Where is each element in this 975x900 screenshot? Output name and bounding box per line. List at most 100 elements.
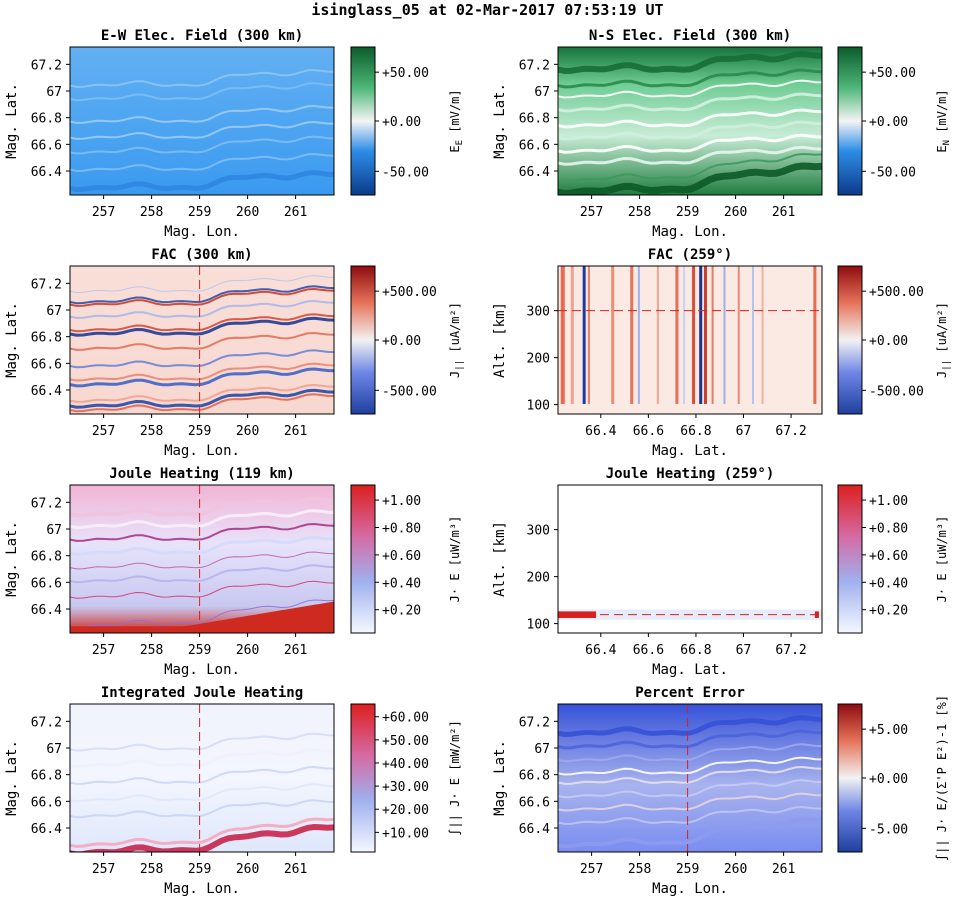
colorbar-label: EN [mV/m] [935,89,952,152]
heatmap-band [558,805,822,825]
y-axis-label: Alt. [km] [492,302,508,378]
heatmap-band [558,792,822,812]
heatmap-band [70,599,334,628]
y-tick-label: 300 [527,524,550,539]
y-tick-label: 66.6 [31,795,62,810]
heatmap-structure [70,68,334,193]
panel-3: FAC (300 km) 257 258 259 260 261 Mag. Lon. 66.4… [4,247,465,459]
heatmap-band [70,509,334,530]
heatmap-band [70,367,334,388]
colorbar-gradient [837,46,863,196]
colorbar-tick-label: -50.00 [869,165,916,180]
heatmap-field [70,704,334,852]
heatmap-stripe [683,266,686,404]
colorbar-tick-label: +5.00 [869,723,908,738]
x-tick-label: 67 [736,643,752,658]
heatmap-stripe [703,266,707,404]
colorbar-label-unit: [mV/m] [448,89,462,140]
y-tick-label: 67 [46,304,62,319]
axes-frame [69,703,335,853]
heatmap-band [558,79,822,99]
y-axis-label: Mag. Lat. [4,302,20,378]
heatmap-band [70,564,334,584]
y-tick-label: 200 [527,352,550,367]
y-tick-label: 66.4 [31,384,62,399]
x-tick-label: 261 [284,424,307,439]
heatmap-field [558,266,822,414]
heatmap-stripe [723,266,726,404]
heatmap-band [558,765,822,785]
x-tick-label: 66.4 [585,424,616,439]
figure-title: isinglass_05 at 02-Mar-2017 07:53:19 UT [311,1,664,19]
heatmap-band [70,748,334,769]
y-tick-label: 67 [534,85,550,100]
y-tick-label: 300 [527,305,550,320]
x-tick-label: 261 [772,205,795,220]
heatmap-field [558,704,822,852]
y-axis-label: Mag. Lat. [4,740,20,816]
x-tick-label: 66.8 [680,643,711,658]
heatmap-band [558,162,822,195]
heatmap-structure [560,266,817,404]
x-tick-label: 259 [676,205,699,220]
x-tick-label: 258 [140,643,163,658]
y-tick-label: 66.6 [519,795,550,810]
heatmap-band [70,732,334,752]
heatmap-stripe [582,266,586,404]
heatmap-band [558,50,822,74]
heatmap-structure [558,715,822,849]
panel-title: E-W Elec. Field (300 km) [101,28,303,44]
x-tick-label: 66.6 [633,643,664,658]
heatmap-stripe [560,266,565,404]
colorbar-tick-label: +60.00 [382,711,429,726]
y-tick-label: 66.6 [519,138,550,153]
colorbar-gradient [837,265,863,415]
colorbar-label-main: J· E [448,573,462,602]
colorbar-label-unit: [%] [935,695,949,724]
y-axis-label: Alt. [km] [492,521,508,597]
y-tick-label: 67 [46,742,62,757]
heatmap-band [70,152,334,172]
y-tick-label: 66.4 [31,822,62,837]
y-tick-label: 67.2 [31,58,62,73]
colorbar-tick-label: +50.00 [382,734,429,749]
heatmap-band [70,275,334,294]
colorbar-tick-label: +10.00 [382,826,429,841]
panel-4: FAC (259°) 66.4 66.6 66.8 67 67.2 Mag. Lat. 100… [492,247,952,459]
heatmap-band [70,68,334,88]
colorbar-tick-label: -5.00 [869,822,908,837]
y-axis-label: Mag. Lat. [492,740,508,816]
colorbar-tick-label: +0.60 [382,549,421,564]
heatmap-field [70,485,334,633]
panel-1: E-W Elec. Field (300 km) 257 258 259 260 261 M… [4,28,465,240]
x-axis-label: Mag. Lat. [652,662,728,678]
y-tick-label: 100 [527,399,550,414]
colorbar-tick-label: +500.00 [869,285,924,300]
y-tick-label: 100 [527,618,550,633]
heatmap-structure [558,50,822,195]
panel-6: Joule Heating (259°) 66.4 66.6 66.8 67 67.2 Ma… [492,466,949,678]
heatmap-band [70,135,334,155]
colorbar-label: ∫|| J· E/(Σ'P E²)-1 [%] [935,695,949,861]
heatmap-band [70,535,334,556]
y-tick-label: 67.2 [519,58,550,73]
y-tick-label: 66.4 [519,822,550,837]
colorbar: +500.00 +0.00 -500.00 J|| [uA/m²] [350,265,465,415]
colorbar-label: J· E [uW/m³] [448,516,462,603]
y-tick-label: 67.2 [31,277,62,292]
colorbar-label-main: J· E [935,573,949,602]
y-tick-label: 200 [527,571,550,586]
heatmap-band [70,287,334,307]
colorbar-tick-label: -50.00 [382,165,429,180]
y-tick-label: 67.2 [519,715,550,730]
colorbar-label-main: E [448,145,462,152]
x-tick-label: 67.2 [775,643,806,658]
x-tick-label: 260 [236,205,259,220]
heatmap-band [70,299,334,319]
x-axis-label: Mag. Lon. [652,881,728,897]
heatmap-band [70,580,334,599]
heatmap-band [558,68,822,89]
heatmap-band [70,496,334,518]
heatmap-band [558,92,822,113]
heatmap-band [558,743,822,763]
